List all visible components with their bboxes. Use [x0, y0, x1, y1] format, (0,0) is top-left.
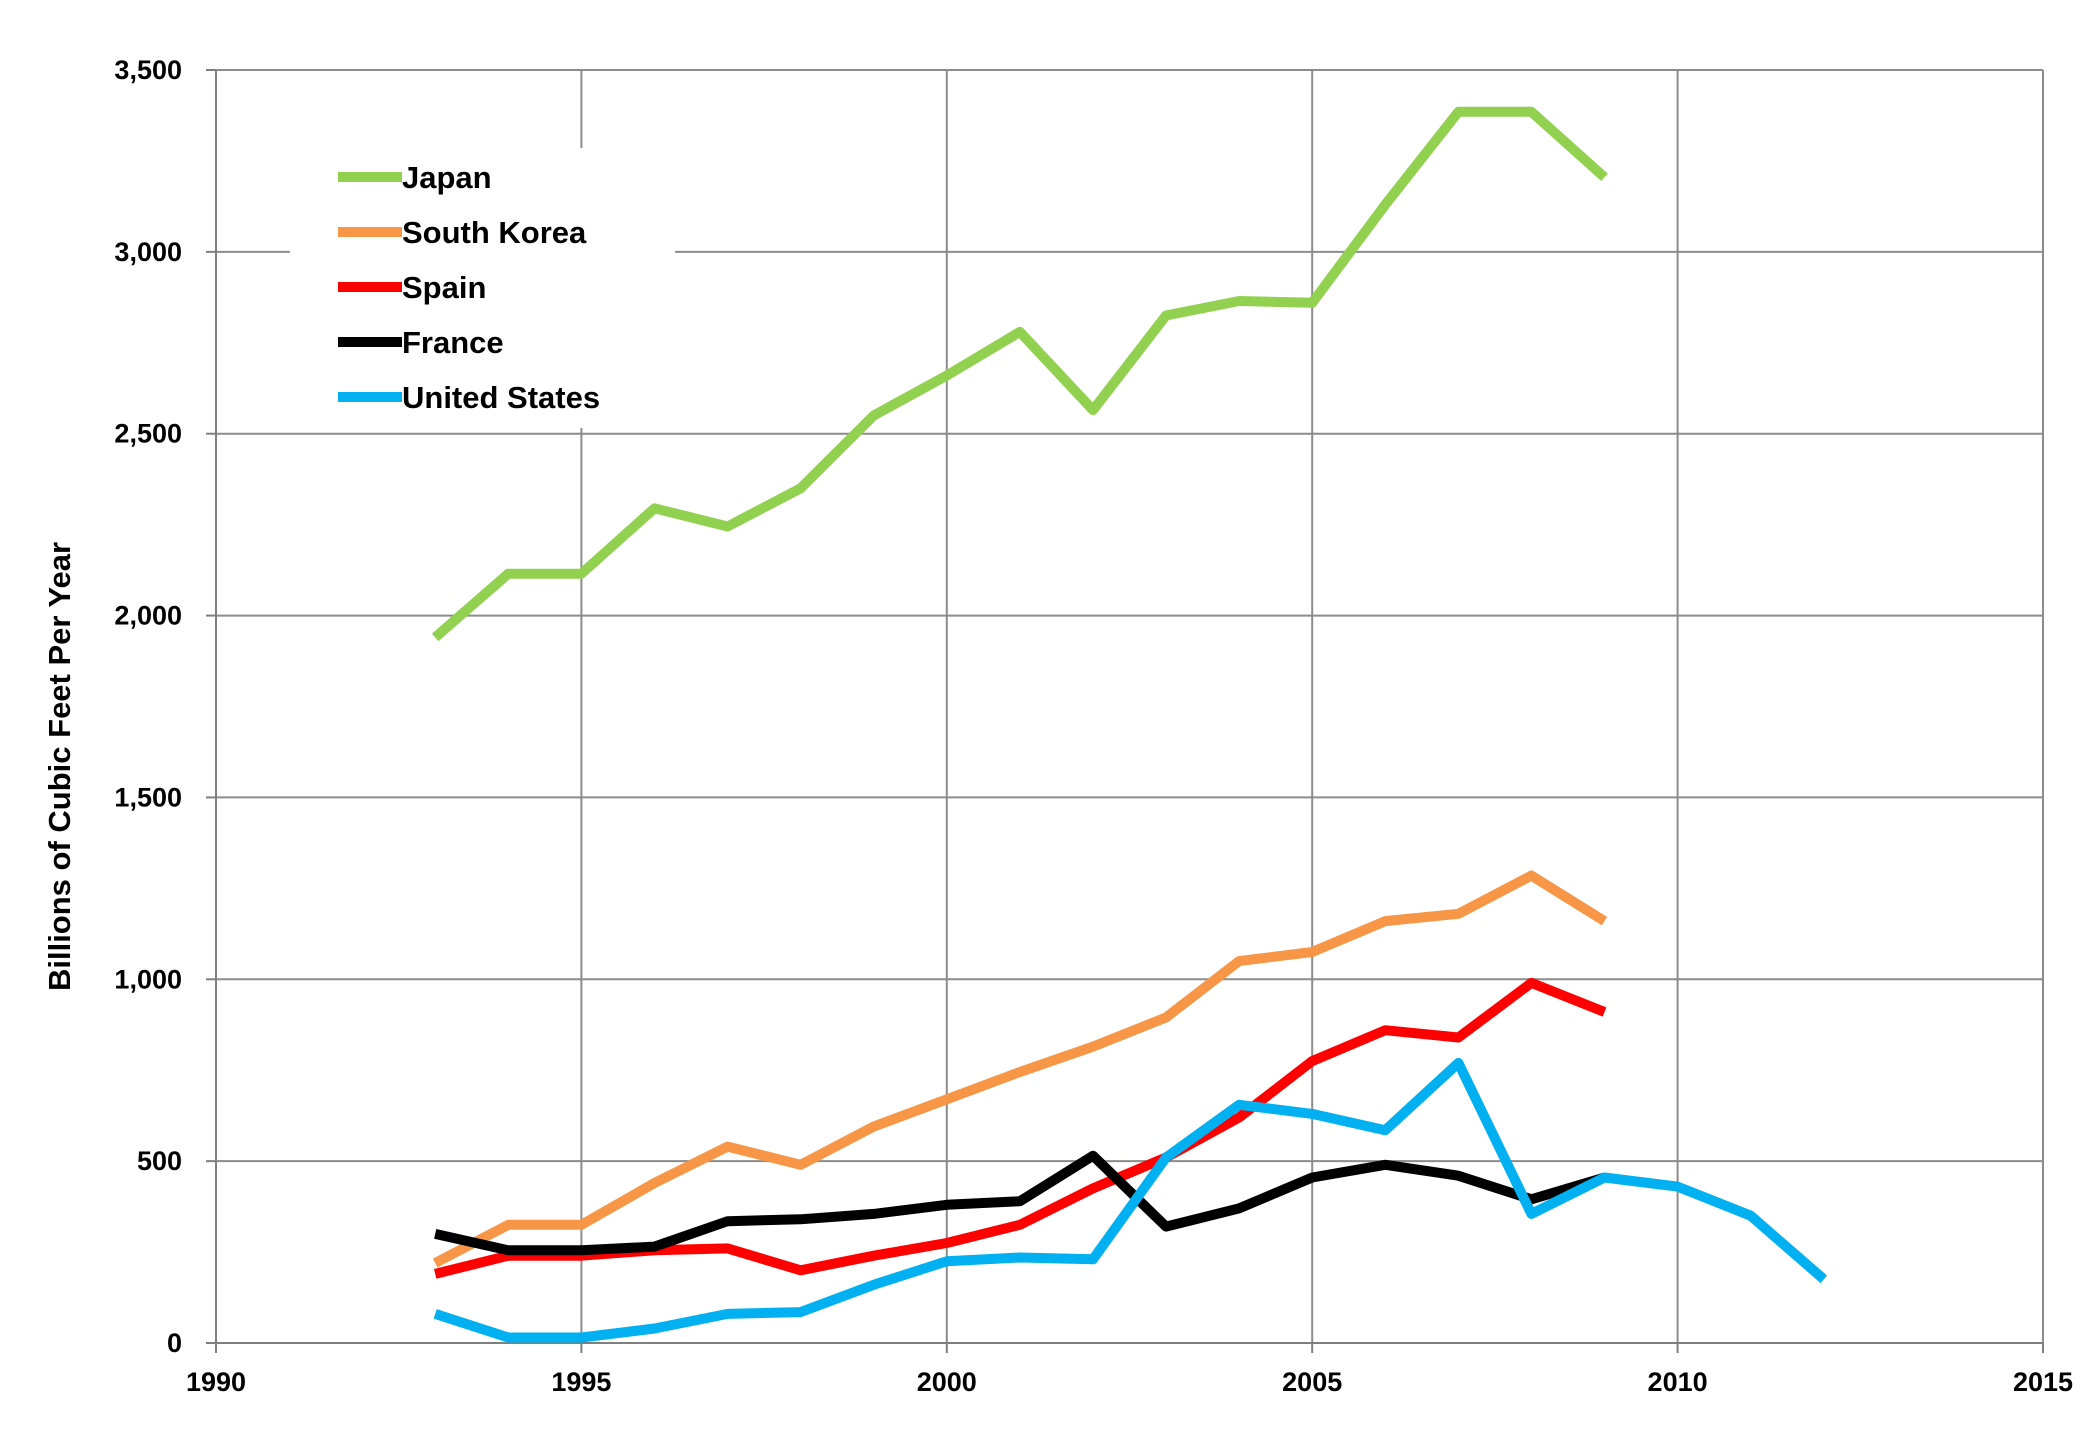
series-lines — [431, 106, 1828, 1343]
y-tick-label: 3,500 — [114, 55, 182, 85]
legend-item-united-states: United States — [338, 380, 600, 415]
legend: Japan South Korea Spain France United States — [338, 160, 600, 415]
series-line-south-korea — [432, 870, 1608, 1268]
x-tick-label: 2010 — [1648, 1367, 1708, 1397]
axes — [206, 69, 2044, 1353]
series-line-japan — [431, 106, 1608, 642]
y-tick-label: 2,500 — [114, 419, 182, 449]
y-tick-label: 0 — [167, 1328, 182, 1358]
series-line-france — [434, 1150, 1606, 1256]
y-tick-label: 1,500 — [114, 782, 182, 812]
x-tick-label: 2005 — [1282, 1367, 1342, 1397]
series-line-united-states — [433, 1057, 1828, 1343]
y-tick-label: 3,000 — [114, 237, 182, 267]
legend-label: Japan — [402, 160, 492, 195]
legend-item-france: France — [338, 325, 504, 360]
legend-label: South Korea — [402, 215, 587, 250]
legend-label: France — [402, 325, 504, 360]
tick-labels: 0 500 1,000 1,500 2,000 2,500 3,000 3,500 1990 19… — [114, 55, 2073, 1397]
series-line-spain — [433, 977, 1607, 1279]
y-tick-label: 500 — [137, 1146, 182, 1176]
x-tick-label: 1990 — [186, 1367, 246, 1397]
legend-label: Spain — [402, 270, 486, 305]
legend-item-japan: Japan — [338, 160, 492, 195]
y-axis-title: Billions of Cubic Feet Per Year — [42, 542, 77, 991]
y-tick-label: 1,000 — [114, 964, 182, 994]
x-tick-label: 2015 — [2013, 1367, 2073, 1397]
legend-item-spain: Spain — [338, 270, 486, 305]
x-tick-label: 1995 — [551, 1367, 611, 1397]
y-tick-label: 2,000 — [114, 601, 182, 631]
legend-label: United States — [402, 380, 600, 415]
x-tick-label: 2000 — [917, 1367, 977, 1397]
legend-item-south-korea: South Korea — [338, 215, 587, 250]
